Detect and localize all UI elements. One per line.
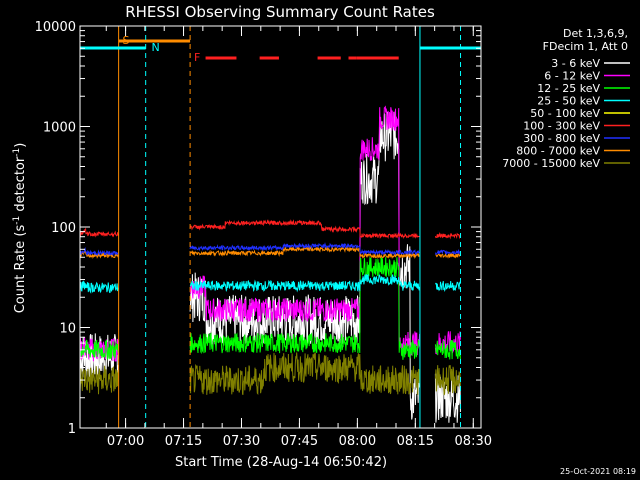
x-tick-label: 08:00	[339, 434, 376, 449]
x-tick-label: 07:45	[281, 434, 318, 449]
data-series-line	[189, 245, 420, 260]
legend-entry-label: 300 - 800 keV	[523, 132, 600, 145]
flag-bars: S N F	[80, 26, 481, 428]
data-series-line	[189, 352, 421, 396]
legend-header-2: FDecim 1, Att 0	[543, 40, 628, 53]
saa-flag-label: S	[122, 34, 129, 47]
flare-flag-label: F	[194, 51, 200, 64]
y-tick-label: 100	[51, 221, 76, 236]
x-axis-label: Start Time (28-Aug-14 06:50:42)	[175, 455, 387, 470]
data-series-line	[79, 339, 119, 360]
data-series-line	[434, 280, 461, 292]
legend-entry-label: 12 - 25 keV	[537, 82, 600, 95]
data-series-line	[79, 280, 119, 294]
legend-entry-label: 25 - 50 keV	[537, 95, 600, 108]
data-series-line	[434, 365, 461, 396]
legend-entry-label: 3 - 6 keV	[551, 57, 600, 70]
data-series-line	[79, 227, 119, 238]
chart-title: RHESSI Observing Summary Count Rates	[125, 3, 435, 21]
data-series-line	[189, 273, 421, 293]
y-tick-label: 10	[59, 322, 76, 337]
data-series-line	[189, 219, 420, 240]
data-series-line	[435, 252, 461, 259]
y-tick-label: 10000	[35, 20, 76, 35]
data-series-line	[189, 105, 421, 356]
x-tick-label: 07:15	[165, 434, 202, 449]
x-tick-label: 08:30	[455, 434, 492, 449]
plot-lines	[79, 105, 461, 423]
legend-entry-label: 7000 - 15000 keV	[502, 157, 600, 170]
data-series-line	[434, 340, 461, 360]
x-tick-label: 08:15	[397, 434, 434, 449]
legend-entry-label: 800 - 7000 keV	[516, 145, 600, 158]
data-series-line	[79, 365, 119, 395]
y-axis-label: Count Rate (s-1 detector-1)	[12, 143, 28, 314]
x-tick-label: 07:00	[107, 434, 144, 449]
legend-entry-label: 6 - 12 keV	[544, 70, 600, 83]
data-series-line	[434, 232, 461, 240]
legend-header-1: Det 1,3,6,9,	[563, 27, 628, 40]
x-tick-label: 07:30	[223, 434, 260, 449]
y-tick-label: 1000	[43, 121, 76, 136]
legend-entry-label: 50 - 100 keV	[530, 107, 600, 120]
data-series-line	[189, 256, 421, 360]
legend-entry-label: 100 - 300 keV	[523, 120, 600, 133]
data-series-line	[79, 247, 119, 257]
plot-axes: 1 10 100 1000 10000 07:00 07:15 07:30 07:45 08:00…	[35, 20, 492, 449]
y-tick-label: 1	[68, 422, 76, 437]
timestamp: 25-Oct-2021 08:19	[560, 467, 636, 476]
night-flag-label: N	[151, 41, 159, 54]
data-series-line	[189, 242, 420, 256]
data-series-line	[434, 248, 461, 255]
